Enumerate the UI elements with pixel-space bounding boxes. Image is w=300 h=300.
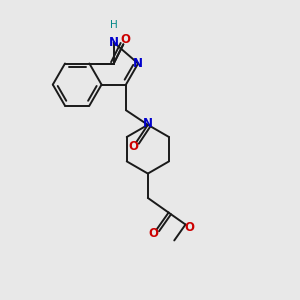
Text: N: N xyxy=(143,116,153,130)
Text: O: O xyxy=(184,221,194,234)
Text: N: N xyxy=(133,57,143,70)
Text: O: O xyxy=(121,33,131,46)
Text: N: N xyxy=(109,36,119,49)
Text: H: H xyxy=(110,20,118,30)
Text: O: O xyxy=(148,227,158,240)
Text: O: O xyxy=(128,140,138,153)
